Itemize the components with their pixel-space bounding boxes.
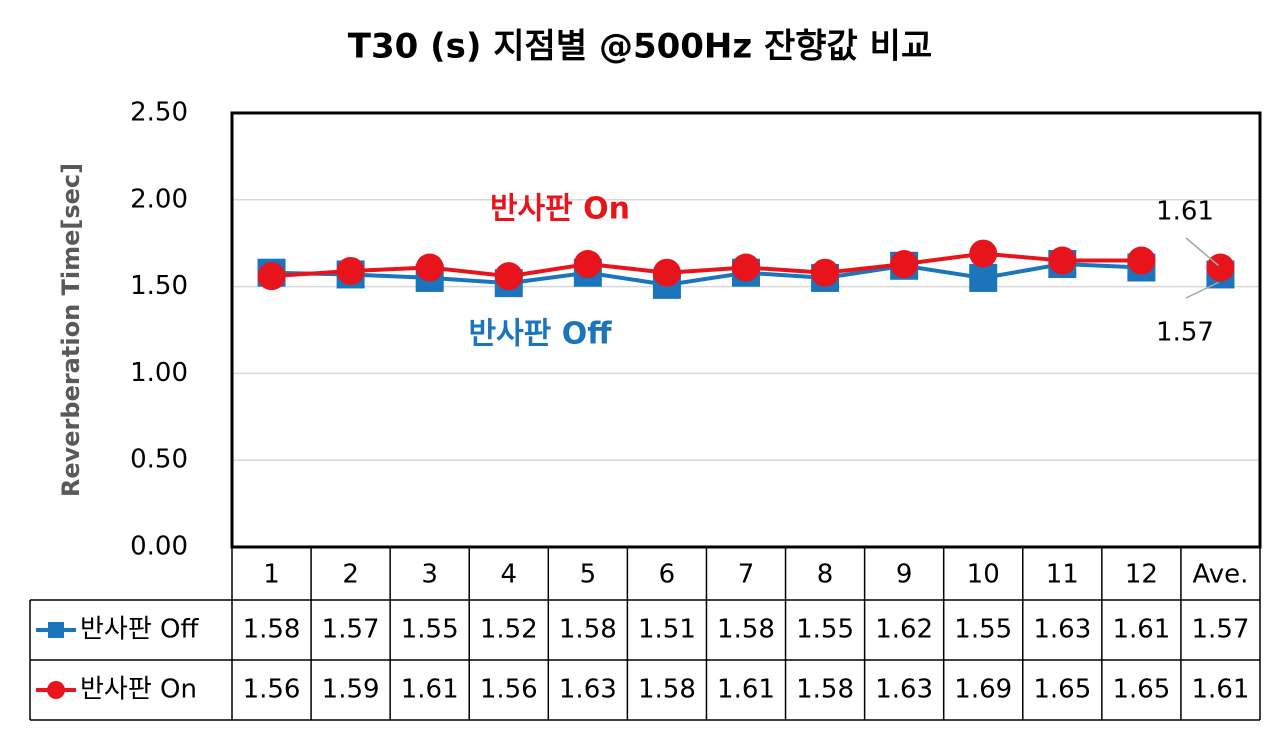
x-tick-label: 4 — [500, 560, 517, 590]
x-tick-label: 9 — [896, 560, 913, 590]
marker — [494, 262, 523, 291]
y-tick-label: 2.00 — [130, 184, 188, 214]
marker — [573, 250, 602, 279]
marker — [1127, 246, 1156, 275]
x-tick-label: 11 — [1046, 560, 1079, 590]
table-value: 1.57 — [322, 615, 380, 645]
table-value: 1.62 — [875, 615, 933, 645]
marker — [890, 250, 919, 279]
legend-marker — [47, 681, 65, 699]
table-value: 1.59 — [322, 675, 380, 705]
table-value: 1.56 — [243, 675, 301, 705]
x-tick-label: 2 — [342, 560, 359, 590]
marker — [415, 253, 444, 282]
chart-title: T30 (s) 지점별 @500Hz 잔향값 비교 — [348, 27, 932, 67]
x-tick-label: 7 — [738, 560, 755, 590]
y-tick-label: 0.00 — [130, 532, 188, 562]
table-value: 1.51 — [638, 615, 696, 645]
marker — [732, 253, 760, 282]
table-value: 1.63 — [1033, 615, 1091, 645]
table-value: 1.61 — [1112, 615, 1170, 645]
table-value: 1.56 — [480, 675, 538, 705]
table-value: 1.69 — [954, 675, 1012, 705]
table-value: 1.61 — [717, 675, 775, 705]
table-value: 1.55 — [954, 615, 1012, 645]
table-value: 1.63 — [875, 675, 933, 705]
x-tick-label: 5 — [580, 560, 597, 590]
table-value: 1.58 — [243, 615, 301, 645]
y-tick-label: 1.50 — [130, 271, 188, 301]
series-annotation: 반사판 On — [490, 192, 630, 227]
marker — [652, 258, 681, 287]
table-value: 1.63 — [559, 675, 617, 705]
x-tick-label: 12 — [1125, 560, 1158, 590]
x-tick-label: 3 — [421, 560, 438, 590]
marker — [969, 263, 998, 292]
table-value: 1.65 — [1112, 675, 1170, 705]
table-value: 1.61 — [401, 675, 459, 705]
marker — [969, 239, 998, 268]
x-tick-label: 8 — [817, 560, 834, 590]
x-tick-label: 10 — [967, 560, 1000, 590]
data-label: 1.57 — [1156, 318, 1214, 348]
x-tick-label: 6 — [659, 560, 676, 590]
table-value: 1.58 — [559, 615, 617, 645]
table-value: 1.58 — [638, 675, 696, 705]
legend-marker — [48, 622, 64, 638]
table-value: 1.65 — [1033, 675, 1091, 705]
y-tick-label: 0.50 — [130, 445, 188, 475]
table-value: 1.55 — [796, 615, 854, 645]
table-value: 1.52 — [480, 615, 538, 645]
table-value: 1.57 — [1192, 615, 1250, 645]
table-value: 1.55 — [401, 615, 459, 645]
table-value: 1.61 — [1192, 675, 1250, 705]
legend-label: 반사판 Off — [80, 615, 199, 645]
x-tick-label: 1 — [263, 560, 280, 590]
marker — [811, 258, 840, 287]
marker — [1048, 246, 1077, 275]
table-value: 1.58 — [796, 675, 854, 705]
y-tick-label: 1.00 — [130, 358, 188, 388]
table-value: 1.58 — [717, 615, 775, 645]
marker — [257, 262, 286, 291]
series-annotation: 반사판 Off — [468, 317, 612, 352]
y-axis-label: Reverberation Time[sec] — [57, 163, 85, 497]
leader-line — [1185, 237, 1219, 267]
x-tick-label: Ave. — [1193, 560, 1249, 590]
marker — [336, 256, 365, 285]
legend-label: 반사판 On — [80, 675, 197, 705]
plot-border — [230, 111, 1262, 549]
data-label: 1.61 — [1156, 197, 1214, 227]
y-tick-label: 2.50 — [130, 98, 188, 128]
leader-line — [1185, 281, 1219, 299]
marker — [1206, 253, 1235, 282]
